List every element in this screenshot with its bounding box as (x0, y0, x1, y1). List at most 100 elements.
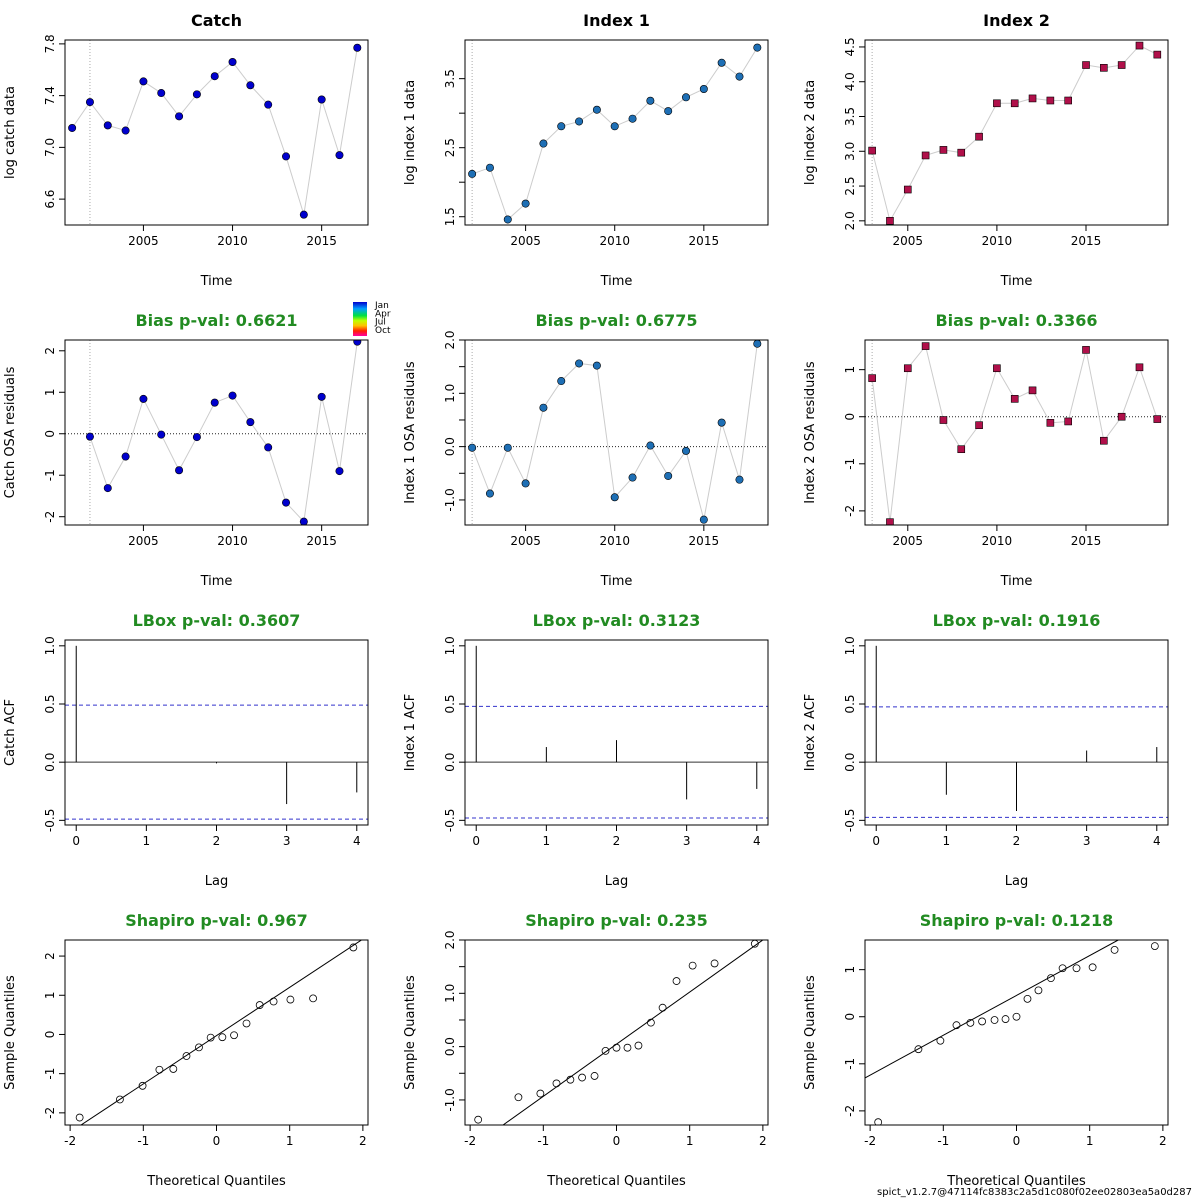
chart-6-point (921, 342, 930, 350)
chart-10-point (75, 1113, 84, 1122)
chart-4-xtick-label: 2005 (128, 534, 159, 548)
chart-5-point (521, 479, 530, 488)
chart-4-legend-label: Jul (374, 318, 386, 328)
chart-1-xtick-label: 2010 (217, 234, 248, 248)
chart-4-point (139, 394, 148, 403)
chart-12-plot-area (865, 940, 1159, 1125)
chart-1-point (228, 57, 237, 66)
chart-8-title: LBox p-val: 0.3123 (533, 611, 701, 630)
chart-10-ylabel: Sample Quantiles (3, 975, 18, 1090)
chart-12-ytick-label: 1 (843, 966, 857, 974)
chart-12-point (1088, 963, 1097, 972)
chart-6-point (903, 364, 912, 373)
chart-panel-4: Bias p-val: 0.6621 2005 2010 2015 -2 -1 0 1 2 Tim… (3, 301, 391, 589)
chart-11-ytick-label: 2.0 (443, 930, 457, 949)
chart-6-title: Bias p-val: 0.3366 (935, 311, 1097, 330)
chart-8-ytick-label: -0.5 (443, 809, 457, 832)
chart-12-ytick-label: -1 (843, 1058, 857, 1070)
chart-1-point (317, 95, 326, 104)
chart-panel-7: LBox p-val: 0.3607 0 1 2 3 4 -0.5 0.0 0.5 1.0 Lag C… (3, 611, 369, 889)
chart-2-xtick-label: 2005 (510, 234, 541, 248)
chart-6-point (1010, 395, 1019, 403)
chart-9-xtick-label: 1 (943, 834, 951, 848)
chart-9-xtick-label: 2 (1013, 834, 1021, 848)
chart-12-ytick-label: -2 (843, 1105, 857, 1117)
chart-9-plot-area (865, 645, 1168, 818)
chart-panel-12: Shapiro p-val: 0.1218 -2 -1 0 1 2 -2 -1 0 1 Theore… (803, 911, 1169, 1189)
chart-10-point (269, 997, 278, 1006)
chart-10-ytick-label: -1 (43, 1068, 57, 1080)
chart-3-point (1100, 64, 1108, 72)
chart-9-ytick-label: 0.0 (843, 753, 857, 772)
chart-5-ytick-label: 1.0 (443, 384, 457, 403)
chart-4-point (317, 392, 326, 401)
chart-10-qq-line (80, 940, 363, 1125)
chart-2-point (592, 105, 601, 114)
chart-3-point (939, 146, 948, 154)
chart-8-xtick-label: 3 (683, 834, 691, 848)
chart-1-point (157, 89, 166, 98)
chart-7-xtick-label: 2 (213, 834, 221, 848)
chart-10-xtick-label: 1 (286, 1134, 294, 1148)
chart-3-xtick-label: 2015 (1071, 234, 1102, 248)
chart-9-ytick-label: 1.0 (843, 636, 857, 655)
chart-11-point (710, 959, 719, 968)
chart-4-xtick-label: 2015 (306, 534, 337, 548)
chart-2-title: Index 1 (583, 11, 650, 30)
chart-12-point (1046, 974, 1055, 983)
chart-6-point (957, 445, 966, 454)
chart-7-ytick-label: 0.5 (43, 694, 57, 713)
chart-11-point (601, 1046, 610, 1055)
chart-8-ytick-label: 0.5 (443, 694, 457, 713)
chart-10-point (195, 1043, 203, 1052)
chart-10-xtick-label: 0 (213, 1134, 221, 1148)
chart-5-ylabel: Index 1 OSA residuals (403, 361, 418, 504)
chart-10-point (115, 1095, 124, 1104)
chart-4-ytick-label: 2 (43, 347, 57, 355)
chart-1-title: Catch (191, 11, 242, 30)
chart-1-ytick-label: 7.0 (43, 138, 57, 157)
chart-4-ytick-label: 1 (43, 388, 57, 396)
chart-9-xtick-label: 4 (1153, 834, 1161, 848)
chart-10-xtick-label: -1 (137, 1134, 149, 1148)
chart-1-point (282, 152, 291, 161)
chart-2-point (575, 117, 584, 126)
chart-4-xlabel: Time (200, 574, 233, 589)
chart-10-xtick-label: 2 (359, 1134, 367, 1148)
chart-panel-9: LBox p-val: 0.1916 0 1 2 3 4 -0.5 0.0 0.5 1.0 Lag I… (803, 611, 1169, 889)
chart-2-point (664, 107, 673, 116)
chart-12-xlabel: Theoretical Quantiles (946, 1174, 1086, 1189)
chart-11-point (514, 1093, 523, 1102)
chart-1-point (335, 151, 344, 160)
chart-1-ytick-label: 7.8 (43, 34, 57, 53)
chart-12-xtick-label: -1 (937, 1134, 949, 1148)
chart-5-point (557, 377, 566, 386)
chart-11-xtick-label: -2 (464, 1134, 476, 1148)
chart-panel-1: Catch 2005 2010 2015 6.6 7.0 7.4 7.8 Time log cat… (3, 11, 369, 289)
chart-3-point (1046, 96, 1055, 105)
chart-11-point (536, 1089, 545, 1098)
chart-12-point (1072, 964, 1081, 973)
chart-5-point (735, 475, 744, 484)
chart-1-xlabel: Time (200, 274, 233, 289)
chart-9-xtick-label: 0 (872, 834, 880, 848)
chart-1-point (103, 121, 112, 130)
chart-6-xlabel: Time (1000, 574, 1033, 589)
chart-3-point (1064, 96, 1072, 105)
chart-5-point (592, 361, 601, 370)
chart-5-plot-area (465, 340, 768, 525)
chart-3-point (1117, 61, 1126, 69)
chart-1-xtick-label: 2005 (128, 234, 159, 248)
chart-5-point (468, 443, 477, 452)
chart-1-point (264, 100, 273, 109)
chart-11-point (672, 977, 681, 985)
chart-7-xtick-label: 0 (72, 834, 80, 848)
chart-panel-10: Shapiro p-val: 0.967 -2 -1 0 1 2 -2 -1 0 1 2 Theore… (3, 911, 369, 1189)
chart-7-ytick-label: 1.0 (43, 636, 57, 655)
chart-11-xtick-label: -1 (537, 1134, 549, 1148)
chart-1-point (175, 112, 184, 121)
chart-12-point (966, 1018, 975, 1027)
chart-12-point (936, 1036, 945, 1045)
chart-1-point (210, 72, 219, 81)
chart-1-point (246, 81, 255, 90)
